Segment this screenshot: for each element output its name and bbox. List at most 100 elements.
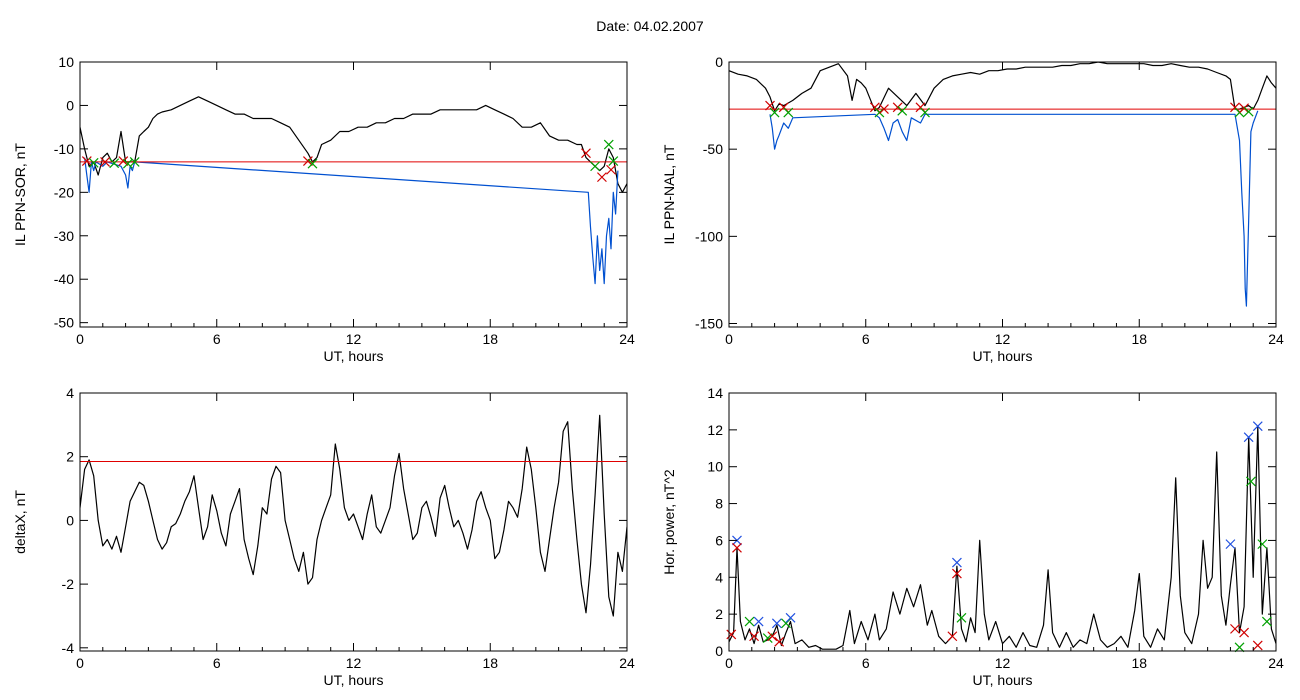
chart-1-series-1-line — [80, 96, 627, 193]
chart-3-xtick-label: 12 — [346, 655, 362, 671]
chart-1-marker-4 — [109, 158, 120, 169]
chart-4-marker-26 — [1261, 616, 1272, 627]
chart-1-marker-6 — [122, 158, 133, 169]
chart-4-marker-2 — [732, 542, 742, 553]
chart-1-y-axis-label: IL PPN-SOR, nT — [12, 143, 28, 246]
chart-4-marker-13 — [951, 557, 962, 568]
chart-1-marker-3 — [100, 156, 110, 167]
chart-1-ytick-label: 0 — [66, 97, 74, 113]
chart-3-ytick-label: 0 — [66, 512, 74, 528]
chart-4-marker-9 — [771, 618, 782, 629]
chart-2-marker-7 — [879, 104, 889, 114]
chart-3-xtick-label: 6 — [213, 655, 221, 671]
chart-3-ytick-label: 4 — [66, 385, 74, 401]
chart-4-marker-5 — [753, 616, 764, 627]
chart-4-marker-18 — [1230, 623, 1240, 634]
chart-1-ytick-label: -40 — [54, 271, 74, 287]
chart-1-xtick-label: 0 — [76, 331, 84, 347]
chart-1-marker-2 — [88, 157, 99, 168]
chart-4-marker-4 — [744, 616, 755, 627]
chart-4-ytick-label: 10 — [707, 459, 723, 475]
chart-1-xtick-label: 24 — [619, 331, 635, 347]
chart-1-marker-7 — [129, 156, 140, 167]
chart-1-marker-5 — [118, 156, 129, 166]
chart-4-marker-16 — [956, 612, 967, 623]
chart-4-marker-25 — [1252, 640, 1263, 651]
chart-4-xtick-label: 12 — [995, 655, 1011, 671]
chart-4-marker-6 — [749, 631, 759, 642]
chart-4-marker-10 — [774, 636, 785, 647]
chart-3-frame — [79, 392, 628, 652]
chart-2-frame — [728, 61, 1277, 328]
chart-4-marker-8 — [767, 631, 778, 642]
chart-3-xtick-label: 24 — [619, 655, 635, 671]
chart-2-xtick-label: 0 — [725, 331, 733, 347]
chart-4-ytick-label: 6 — [715, 532, 723, 548]
chart-2-series-2-line — [769, 110, 1259, 307]
chart-1-xtick-label: 6 — [213, 331, 221, 347]
chart-2-marker-14 — [1239, 103, 1250, 114]
chart-1-ytick-label: -10 — [54, 141, 74, 157]
chart-4-ytick-label: 2 — [715, 606, 723, 622]
chart-4-x-axis-label: UT, hours — [973, 672, 1033, 688]
chart-3-x-axis-label: UT, hours — [324, 672, 384, 688]
chart-4-marker-23 — [1252, 421, 1263, 432]
chart-2-xtick-label: 12 — [995, 331, 1011, 347]
chart-1-marker-14 — [606, 164, 616, 175]
chart-2-marker-1 — [765, 100, 775, 111]
page-title: Date: 04.02.2007 — [596, 18, 704, 34]
chart-4-xtick-label: 0 — [725, 655, 733, 671]
chart-1-ytick-label: -20 — [54, 184, 74, 200]
chart-2-xtick-label: 24 — [1268, 331, 1284, 347]
chart-4-marker-11 — [781, 618, 791, 629]
chart-4-marker-12 — [785, 612, 796, 623]
chart-4-marker-20 — [1234, 642, 1245, 653]
chart-4-xtick-label: 18 — [1131, 655, 1147, 671]
chart-2-y-axis-label: IL PPN-NAL, nT — [661, 144, 677, 244]
chart-4-marker-3 — [726, 629, 737, 640]
chart-4-marker-22 — [1246, 476, 1256, 487]
chart-2-ytick-label: -150 — [695, 316, 723, 332]
plot-sor: 0 6 12 18 24 -50 -40 -30 -20 -10 0 10 UT, hours IL PP… — [12, 54, 635, 364]
chart-2-ytick-label: -100 — [695, 228, 723, 244]
chart-2-marker-4 — [783, 107, 794, 118]
chart-4-ytick-label: 14 — [707, 385, 723, 401]
chart-1-marker-12 — [597, 172, 607, 183]
chart-4-marker-14 — [951, 568, 962, 579]
chart-2-marker-11 — [920, 107, 930, 118]
chart-2-marker-8 — [892, 102, 903, 113]
chart-2-xtick-label: 6 — [862, 331, 870, 347]
chart-1-marker-9 — [307, 158, 318, 169]
chart-3-ytick-label: -4 — [62, 640, 75, 656]
chart-1-marker-15 — [608, 156, 619, 166]
chart-1-series-2-line — [84, 157, 619, 285]
chart-4-ytick-label: 0 — [715, 643, 723, 659]
chart-4-marker-15 — [947, 631, 958, 642]
chart-2-ytick-label: 0 — [715, 54, 723, 70]
chart-4-marker-24 — [1257, 539, 1268, 550]
chart-1-marker-10 — [581, 148, 591, 159]
chart-1-frame — [79, 61, 628, 328]
chart-4-marker-19 — [1239, 627, 1250, 638]
chart-1-marker-8 — [302, 156, 313, 166]
chart-1-xtick-label: 18 — [482, 331, 498, 347]
chart-3-ytick-label: 2 — [66, 449, 74, 465]
chart-1-ytick-label: 10 — [58, 54, 74, 70]
plot-nal: 0 6 12 18 24 -150 -100 -50 0 UT, hours IL PPN-NAL,… — [661, 54, 1284, 364]
chart-3-series-1-line — [80, 414, 627, 617]
chart-4-series-1-line — [729, 425, 1276, 650]
chart-4-ytick-label: 8 — [715, 496, 723, 512]
chart-3-y-axis-label: deltaX, nT — [12, 490, 28, 554]
chart-1-marker-1 — [81, 156, 92, 166]
chart-1-marker-11 — [590, 161, 601, 172]
chart-2-series-1-line — [729, 62, 1276, 112]
chart-4-frame — [728, 392, 1277, 652]
chart-2-ytick-label: -50 — [703, 141, 723, 157]
chart-2-marker-2 — [769, 107, 780, 118]
chart-1-x-axis-label: UT, hours — [324, 348, 384, 364]
chart-3-ytick-label: -2 — [62, 576, 75, 592]
chart-4-y-axis-label: Hor. power, nT^2 — [661, 469, 677, 575]
